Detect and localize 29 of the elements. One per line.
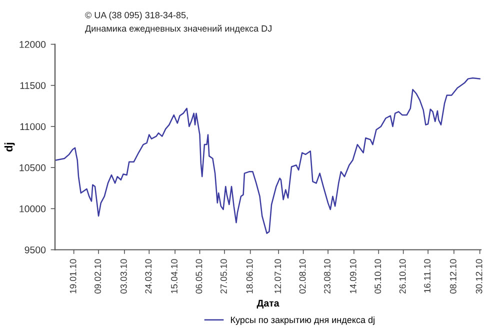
x-tick-label: 30.12.10 [476, 259, 482, 294]
legend-label: Курсы по закрытию дня индекса dj [230, 316, 374, 325]
y-tick-label: 10500 [20, 164, 46, 172]
line-series [56, 77, 480, 234]
y-axis-title: dj [4, 142, 15, 152]
y-tick-label: 9500 [24, 246, 46, 254]
x-tick-label: 15.04.10 [171, 259, 178, 294]
x-tick-label: 05.10.10 [374, 259, 382, 294]
x-tick-label: 14.09.10 [350, 259, 356, 294]
y-tick-label: 10000 [20, 205, 46, 212]
y-tick-label: 12000 [20, 41, 46, 48]
x-tick-label: 03.03.10 [120, 259, 127, 294]
x-axis-title: Дата [256, 300, 280, 308]
chart-title: © UA (38 095) 318-34-85, [85, 12, 188, 20]
x-tick-label: 12.07.10 [274, 259, 282, 294]
x-tick-label: 18.06.10 [246, 259, 253, 294]
chart-subtitle: Динамика ежедневных значений индекса DJ [85, 24, 272, 34]
x-tick-label: 19.01.10 [70, 259, 76, 294]
x-tick-label: 24.03.10 [145, 259, 152, 294]
y-tick-label: 11500 [20, 82, 46, 89]
x-tick-label: 16.11.10 [424, 259, 430, 293]
x-tick-label: 09.02.10 [94, 259, 101, 294]
y-tick-label: 11000 [20, 123, 46, 130]
x-tick-label: 23.08.10 [324, 259, 330, 294]
x-tick-label: 02.08.10 [299, 259, 306, 294]
x-tick-label: 06.05.10 [196, 259, 202, 294]
x-tick-label: 26.10.10 [399, 259, 406, 294]
x-tick-label: 08.12.10 [450, 259, 456, 294]
x-tick-label: 27.05.10 [220, 259, 227, 294]
